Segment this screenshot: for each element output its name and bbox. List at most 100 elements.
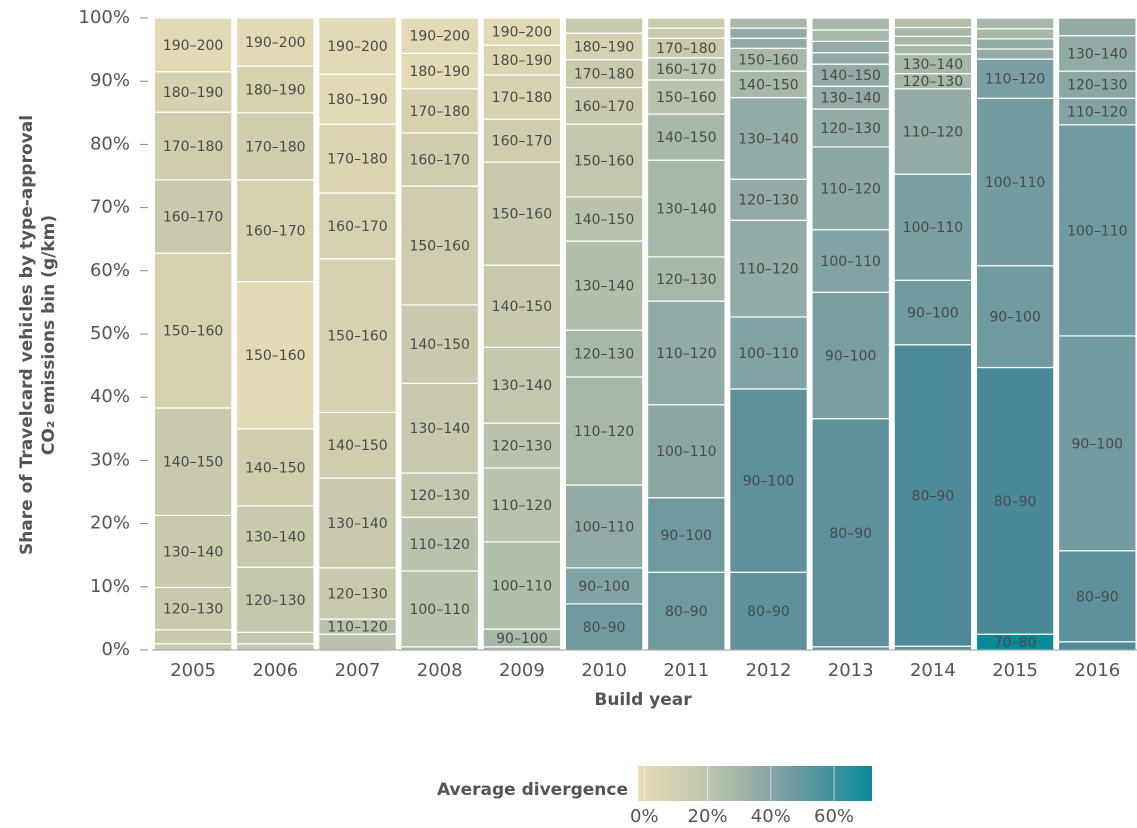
segment-label: 80–90 [912, 488, 955, 504]
segment-label: 120–130 [327, 586, 387, 602]
segment-label: 120–130 [409, 488, 469, 504]
segment-label: 170–180 [656, 41, 716, 57]
segment-label: 120–130 [163, 602, 223, 618]
segment-label: 180–190 [245, 82, 305, 98]
bar-segment [564, 329, 644, 378]
segment-label: 140–150 [409, 337, 469, 353]
segment-label: 100–110 [738, 346, 798, 362]
bar-segment [235, 65, 315, 114]
bar-segment [400, 472, 480, 518]
segment-label: 150–160 [574, 154, 634, 170]
segment-label: 90–100 [578, 579, 630, 595]
bar-segment [482, 74, 562, 120]
y-tick-label: 60% [90, 260, 130, 281]
segment-label: 160–170 [492, 134, 552, 150]
x-tick-label: 2007 [335, 660, 381, 681]
y-axis-title: Share of Travelcard vehicles by type-app… [17, 115, 37, 555]
x-tick-label: 2006 [252, 660, 298, 681]
segment-label: 170–180 [327, 152, 387, 168]
segment-label: 160–170 [327, 219, 387, 235]
bar-segment [646, 27, 726, 39]
bar-segment [646, 497, 726, 573]
segment-label: 100–110 [409, 602, 469, 618]
bar-segment [318, 567, 397, 620]
bar-segment [482, 161, 562, 266]
bar-segment [400, 185, 480, 306]
y-tick-label: 40% [90, 386, 130, 407]
bar-segment [153, 514, 233, 589]
bar-segment [482, 467, 562, 543]
bar-segment [811, 418, 891, 648]
segment-label: 100–110 [1067, 223, 1127, 239]
bar-segment [893, 26, 973, 37]
bar-segment [564, 240, 644, 331]
segment-label: 90–100 [989, 310, 1041, 326]
segment-label: 100–110 [574, 519, 634, 535]
segment-label: 130–140 [245, 530, 305, 546]
segment-label: 90–100 [743, 474, 795, 490]
segment-label: 140–150 [738, 77, 798, 93]
bar-segment [153, 252, 233, 409]
bar-segment [646, 404, 726, 499]
bar-segment [318, 73, 397, 125]
bar-segment [153, 629, 233, 645]
segment-label: 130–140 [492, 378, 552, 394]
segment-label: 110–120 [656, 346, 716, 362]
bar-segment [975, 38, 1055, 50]
bar-segment [729, 219, 808, 318]
bar-segment [975, 17, 1055, 30]
segment-label: 180–190 [492, 53, 552, 69]
bar-segment [153, 17, 233, 73]
bar-segment [235, 631, 315, 645]
bar-segment [893, 173, 973, 281]
bar-segment [482, 541, 562, 630]
bar-segment [482, 17, 562, 46]
colorbar-title: Average divergence [437, 780, 628, 800]
bar-segment [811, 29, 891, 42]
y-tick-label: 50% [90, 323, 130, 344]
bar-segment [975, 97, 1055, 267]
bar-segment [153, 643, 233, 651]
bar-segment [646, 300, 726, 406]
segment-label: 190–200 [327, 39, 387, 55]
bar-segment [1057, 550, 1137, 643]
segment-label: 180–190 [574, 39, 634, 55]
bar-segment [975, 28, 1055, 40]
y-tick-label: 80% [90, 133, 130, 154]
colorbar [638, 766, 872, 801]
bar-segment [564, 32, 644, 61]
bar-segment [811, 17, 891, 31]
x-tick-label: 2012 [746, 660, 792, 681]
segment-label: 190–200 [409, 29, 469, 45]
colorbar-tick-label: 60% [814, 806, 854, 827]
bar-segment [482, 346, 562, 424]
bar-segment [318, 477, 397, 569]
segment-label: 120–130 [820, 121, 880, 137]
y-tick-label: 70% [90, 197, 130, 218]
segment-label: 130–140 [327, 516, 387, 532]
x-tick-label: 2016 [1074, 660, 1120, 681]
segment-label: 150–160 [163, 324, 223, 340]
bar-segment [235, 566, 315, 633]
bar-segment [153, 407, 233, 516]
segment-label: 100–110 [492, 579, 552, 595]
segment-label: 140–150 [327, 438, 387, 454]
segment-label: 150–160 [327, 329, 387, 345]
bar-segment [893, 344, 973, 647]
bar-segment [235, 17, 315, 67]
x-tick-label: 2008 [417, 660, 463, 681]
segment-label: 100–110 [820, 254, 880, 270]
bar-segment [1057, 124, 1137, 337]
y-tick-label: 100% [79, 7, 130, 28]
bar-segment [1057, 97, 1137, 126]
segment-label: 140–150 [656, 130, 716, 146]
segment-label: 170–180 [245, 139, 305, 155]
x-tick-label: 2015 [992, 660, 1038, 681]
bar-segment [729, 571, 808, 651]
bar-segment [235, 505, 315, 568]
segment-label: 80–90 [1076, 589, 1119, 605]
y-tick-label: 20% [90, 513, 130, 534]
bar-segment [318, 258, 397, 413]
bar-segment [153, 179, 233, 254]
bar-segment [893, 88, 973, 175]
